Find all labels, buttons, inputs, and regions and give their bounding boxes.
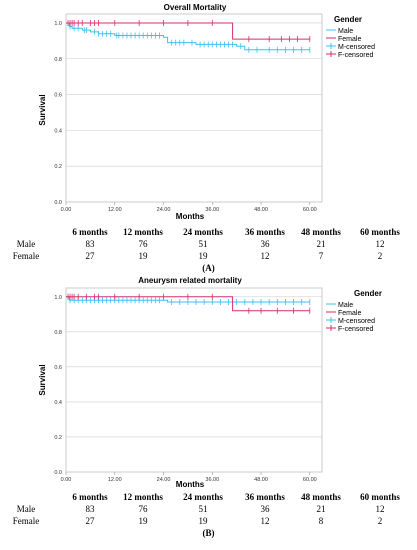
risk-cell: 2 <box>377 516 383 526</box>
y-tick-label: 0.8 <box>54 57 62 63</box>
legend-label-f-censored: F-censored <box>338 326 374 333</box>
y-tick-label: 0.6 <box>54 93 62 99</box>
y-tick-label: 0.4 <box>54 400 62 406</box>
y-tick-label: 0.2 <box>54 164 62 170</box>
survival-curve-female <box>66 22 310 40</box>
survival-curve-female <box>66 296 310 312</box>
legend-label-female: Female <box>338 310 361 317</box>
x-tick-label: 0.00 <box>61 477 72 483</box>
x-tick-label: 48.00 <box>254 477 268 483</box>
risk-header-24m: 24 months <box>183 227 223 237</box>
risk-cell: 12 <box>260 251 270 261</box>
overall-mortality-chart: Overall Mortality Survival Months Gender… <box>38 3 375 221</box>
x-tick-label: 48.00 <box>254 207 268 213</box>
x-tick-label: 12.00 <box>108 477 122 483</box>
risk-cell: 83 <box>85 239 95 249</box>
legend-label-m-censored: M-censored <box>338 44 375 51</box>
risk-header-12m: 12 months <box>123 227 163 237</box>
panel-label-a: (A) <box>202 263 215 273</box>
legend-item-m-censored: M-censored <box>326 43 375 51</box>
risk-header-12m: 12 months <box>123 492 163 502</box>
risk-cell: 51 <box>198 504 208 514</box>
risk-row-label-female: Female <box>12 516 40 526</box>
legend-item-female: Female <box>326 310 361 317</box>
x-tick-label: 24.00 <box>157 477 171 483</box>
y-tick-label: 0.0 <box>54 200 62 206</box>
risk-cell: 8 <box>318 516 324 526</box>
risk-cell: 21 <box>316 504 326 514</box>
y-tick-label: 0.2 <box>54 435 62 441</box>
y-tick-label: 0.4 <box>54 128 62 134</box>
aneurysm-mortality-chart: Aneurysm related mortality Survival Mont… <box>38 276 382 489</box>
legend-label-m-censored: M-censored <box>338 318 375 325</box>
risk-cell: 12 <box>375 504 385 514</box>
legend-item-male: Male <box>326 302 353 309</box>
risk-cell: 19 <box>198 251 208 261</box>
risk-header-6m: 6 months <box>72 227 108 237</box>
x-tick-label: 24.00 <box>157 207 171 213</box>
risk-header-60m: 60 months <box>360 492 400 502</box>
legend-label-male: Male <box>338 302 353 309</box>
y-axis-label: Survival <box>38 94 47 125</box>
y-tick-label: 1.0 <box>54 21 62 27</box>
x-tick-label: 36.00 <box>205 477 219 483</box>
chart-title: Aneurysm related mortality <box>138 276 242 285</box>
x-tick-label: 60.00 <box>303 477 317 483</box>
x-axis-label: Months <box>176 212 205 221</box>
legend-label-female: Female <box>338 36 361 43</box>
risk-cell: 83 <box>85 504 95 514</box>
risk-cell: 76 <box>138 239 148 249</box>
legend-label-f-censored: F-censored <box>338 52 374 59</box>
risk-header-48m: 48 months <box>301 492 341 502</box>
risk-header-60m: 60 months <box>360 227 400 237</box>
y-tick-label: 1.0 <box>54 295 62 301</box>
risk-header-6m: 6 months <box>72 492 108 502</box>
risk-table-b: 6 months 12 months 24 months 36 months 4… <box>0 492 417 528</box>
x-tick-label: 0.00 <box>61 207 72 213</box>
risk-cell: 27 <box>85 516 95 526</box>
x-tick-label: 36.00 <box>205 207 219 213</box>
risk-row-label-female: Female <box>12 251 40 261</box>
risk-row-label-male: Male <box>16 239 36 249</box>
x-tick-label: 60.00 <box>303 207 317 213</box>
risk-cell: 2 <box>377 251 383 261</box>
risk-cell: 76 <box>138 504 148 514</box>
risk-header-24m: 24 months <box>183 492 223 502</box>
risk-cell: 12 <box>260 516 270 526</box>
y-tick-label: 0.0 <box>54 470 62 476</box>
legend-item-female: Female <box>326 36 361 43</box>
risk-cell: 36 <box>260 504 270 514</box>
legend-item-male: Male <box>326 28 353 35</box>
risk-row-label-male: Male <box>16 504 36 514</box>
risk-header-36m: 36 months <box>245 492 285 502</box>
chart-title: Overall Mortality <box>164 3 227 12</box>
legend-item-m-censored: M-censored <box>326 317 375 325</box>
y-tick-label: 0.6 <box>54 365 62 371</box>
risk-cell: 19 <box>138 251 148 261</box>
risk-cell: 19 <box>138 516 148 526</box>
x-axis-label: Months <box>176 480 205 489</box>
risk-cell: 27 <box>85 251 95 261</box>
risk-header-36m: 36 months <box>245 227 285 237</box>
y-tick-label: 0.8 <box>54 330 62 336</box>
plot-area <box>65 287 323 473</box>
risk-cell: 21 <box>316 239 326 249</box>
panel-label-b: (B) <box>202 528 215 538</box>
legend-title: Gender <box>354 289 382 298</box>
legend-item-f-censored: F-censored <box>326 51 374 59</box>
legend-item-f-censored: F-censored <box>326 325 374 333</box>
risk-cell: 7 <box>318 251 324 261</box>
y-axis-label: Survival <box>38 364 47 395</box>
x-tick-label: 12.00 <box>108 207 122 213</box>
legend-title: Gender <box>334 15 362 24</box>
legend-label-male: Male <box>338 28 353 35</box>
risk-header-48m: 48 months <box>301 227 341 237</box>
survival-curve-male <box>66 22 310 51</box>
risk-table-a: 6 months 12 months 24 months 36 months 4… <box>0 227 417 263</box>
risk-cell: 12 <box>375 239 385 249</box>
risk-cell: 36 <box>260 239 270 249</box>
risk-cell: 51 <box>198 239 208 249</box>
risk-cell: 19 <box>198 516 208 526</box>
